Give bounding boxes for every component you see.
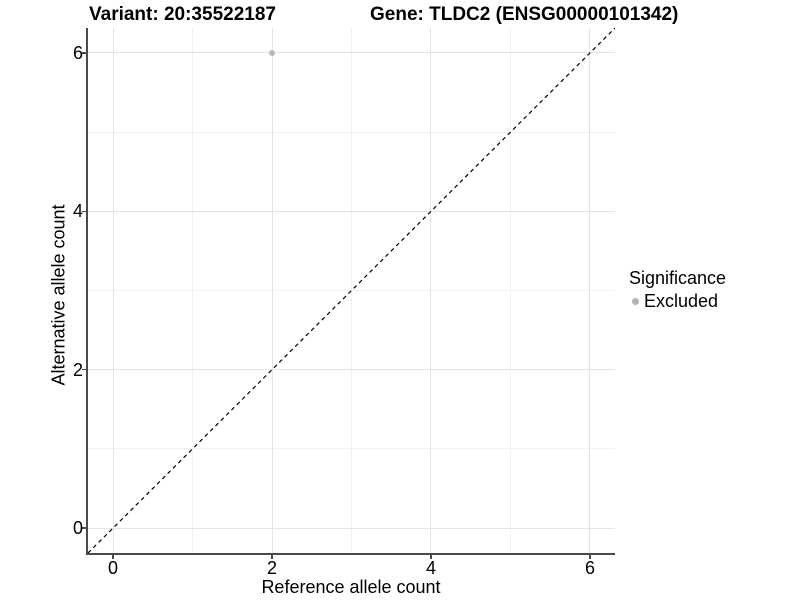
identity-dashed-line	[88, 28, 615, 553]
legend-entry-label: Excluded	[644, 291, 719, 311]
x-tick-label: 2	[266, 558, 277, 578]
excluded-point-icon	[632, 298, 639, 305]
y-axis-title: Alternative allele count	[48, 204, 69, 386]
y-major-gridline	[88, 369, 615, 371]
x-tick-label: 0	[108, 558, 119, 578]
x-major-gridline	[589, 28, 591, 553]
x-tick-mark	[271, 553, 273, 559]
x-tick-mark	[430, 553, 432, 559]
x-tick-label: 4	[425, 558, 436, 578]
x-major-gridline	[271, 28, 273, 553]
y-tick-mark	[82, 210, 88, 213]
y-tick-label: 2	[72, 359, 83, 380]
x-major-gridline	[430, 28, 432, 553]
y-minor-gridline	[88, 290, 615, 291]
y-tick-mark	[82, 368, 88, 371]
y-axis-line	[86, 28, 88, 555]
y-tick-mark	[82, 527, 88, 529]
y-tick-label: 4	[72, 201, 83, 222]
y-tick-label: 6	[72, 42, 83, 63]
plot-title-gene: Gene: TLDC2 (ENSG00000101342)	[370, 4, 679, 25]
data-point-excluded	[269, 49, 275, 56]
legend: Significance Excluded	[629, 268, 726, 312]
x-tick-mark	[112, 553, 114, 559]
y-minor-gridline	[88, 131, 615, 133]
y-tick-mark	[82, 52, 88, 54]
y-minor-gridline	[88, 448, 615, 450]
legend-title: Significance	[629, 268, 727, 288]
plot-panel	[88, 28, 615, 553]
x-tick-label: 6	[584, 558, 595, 578]
y-major-gridline	[88, 210, 615, 212]
y-tick-label: 0	[72, 518, 83, 539]
x-major-gridline	[112, 28, 114, 553]
plot-title-variant: Variant: 20:35522187	[89, 4, 276, 25]
x-tick-mark	[589, 553, 591, 559]
x-axis-line	[86, 553, 615, 555]
y-major-gridline	[88, 527, 615, 529]
legend-entry-excluded: Excluded	[629, 291, 726, 312]
x-axis-title: Reference allele count	[261, 577, 441, 597]
y-major-gridline	[88, 52, 615, 54]
